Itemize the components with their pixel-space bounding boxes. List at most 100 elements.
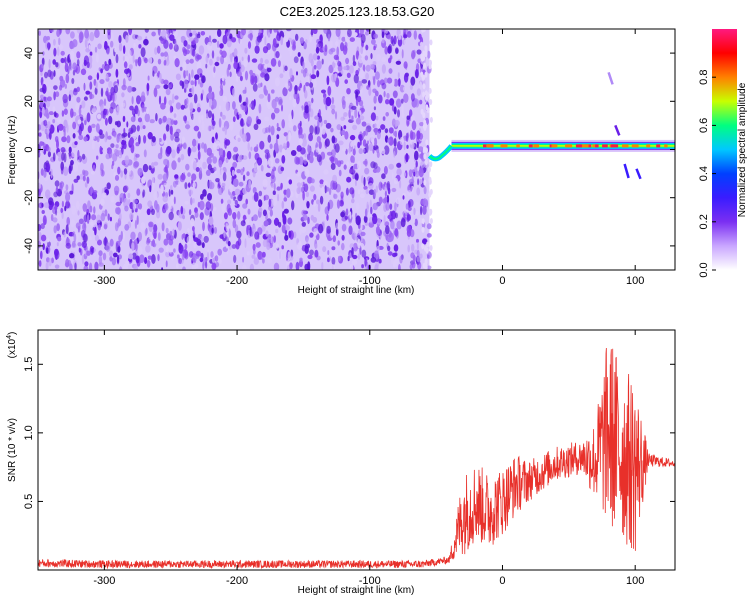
noise-blob [55, 91, 60, 98]
noise-blob [314, 243, 318, 249]
noise-blob [152, 229, 157, 237]
noise-blob [337, 255, 341, 262]
noise-blob [137, 35, 143, 41]
noise-blob [103, 88, 106, 97]
noise-blob [341, 234, 345, 241]
noise-blob [427, 166, 431, 173]
noise-blob [142, 125, 146, 130]
noise-blob [121, 218, 124, 225]
noise-blob [211, 50, 215, 59]
noise-blob [138, 44, 142, 49]
noise-blob [376, 148, 380, 154]
noise-blob [194, 211, 199, 218]
x-tick-label: -200 [226, 575, 248, 587]
y-tick-label: 1.0 [23, 425, 35, 440]
noise-blob [210, 251, 214, 258]
noise-blob [315, 147, 320, 153]
noise-blob [130, 129, 133, 135]
noise-blob [378, 94, 383, 104]
noise-blob [47, 238, 50, 243]
noise-blob [300, 147, 306, 155]
noise-blob [79, 31, 84, 40]
noise-blob [351, 232, 355, 240]
noise-blob [188, 73, 191, 83]
noise-blob [133, 161, 139, 169]
noise-blob [184, 200, 189, 205]
noise-blob [349, 243, 355, 250]
noise-blob [101, 192, 107, 198]
noise-blob [305, 191, 310, 198]
noise-blob [207, 92, 213, 100]
noise-blob [181, 81, 185, 90]
noise-blob [347, 29, 352, 38]
noise-blob [178, 180, 181, 188]
noise-blob [368, 189, 375, 195]
noise-blob [163, 158, 169, 166]
noise-blob [158, 95, 162, 105]
noise-blob [43, 119, 48, 127]
noise-blob [225, 101, 230, 112]
noise-blob [244, 70, 249, 81]
noise-blob [365, 44, 369, 51]
noise-blob [415, 69, 419, 79]
noise-blob [173, 111, 178, 121]
noise-blob [391, 187, 397, 193]
noise-blob [76, 59, 80, 67]
noise-blob [38, 182, 42, 190]
noise-blob [173, 248, 176, 253]
noise-blob [38, 124, 42, 131]
noise-blob [165, 147, 171, 157]
noise-blob [320, 125, 326, 135]
noise-blob [48, 59, 51, 69]
noise-blob [216, 40, 220, 48]
noise-blob [422, 74, 426, 81]
noise-blob [381, 173, 386, 180]
noise-blob [270, 237, 274, 245]
noise-blob [368, 87, 372, 96]
noise-blob [242, 256, 245, 263]
noise-blob [357, 160, 362, 171]
x-tick-label: 100 [626, 275, 644, 287]
noise-blob [65, 73, 70, 84]
noise-blob [346, 176, 352, 183]
x-tick-label: -200 [226, 275, 248, 287]
noise-blob [77, 242, 82, 247]
noise-blob [245, 198, 248, 205]
noise-blob [121, 145, 124, 155]
noise-blob [389, 98, 395, 106]
noise-blob [333, 193, 338, 199]
noise-blob [60, 147, 66, 153]
noise-blob [164, 164, 168, 173]
noise-blob [249, 226, 252, 237]
noise-blob [399, 179, 402, 189]
noise-blob [309, 34, 312, 43]
noise-blob [254, 231, 260, 240]
noise-blob [108, 81, 113, 88]
noise-blob [192, 48, 196, 57]
noise-blob [60, 166, 64, 175]
noise-blob [414, 170, 420, 178]
noise-blob [146, 259, 151, 268]
noise-blob [381, 56, 387, 63]
noise-blob [113, 85, 119, 94]
noise-blob [65, 184, 69, 191]
noise-blob [85, 47, 90, 53]
noise-blob [423, 186, 427, 195]
noise-blob [219, 43, 224, 49]
noise-blob [270, 183, 274, 188]
noise-blob [378, 258, 382, 264]
noise-blob [144, 113, 150, 123]
noise-blob [288, 131, 292, 142]
noise-blob [428, 87, 432, 94]
noise-blob [350, 141, 354, 148]
noise-blob [115, 144, 119, 149]
noise-blob [365, 188, 369, 195]
noise-blob [408, 169, 413, 178]
noise-blob [319, 179, 324, 185]
noise-blob [419, 122, 425, 127]
noise-blob [257, 199, 263, 208]
noise-blob [226, 67, 230, 77]
noise-blob [102, 148, 108, 154]
noise-blob [69, 253, 75, 259]
noise-blob [388, 68, 393, 74]
